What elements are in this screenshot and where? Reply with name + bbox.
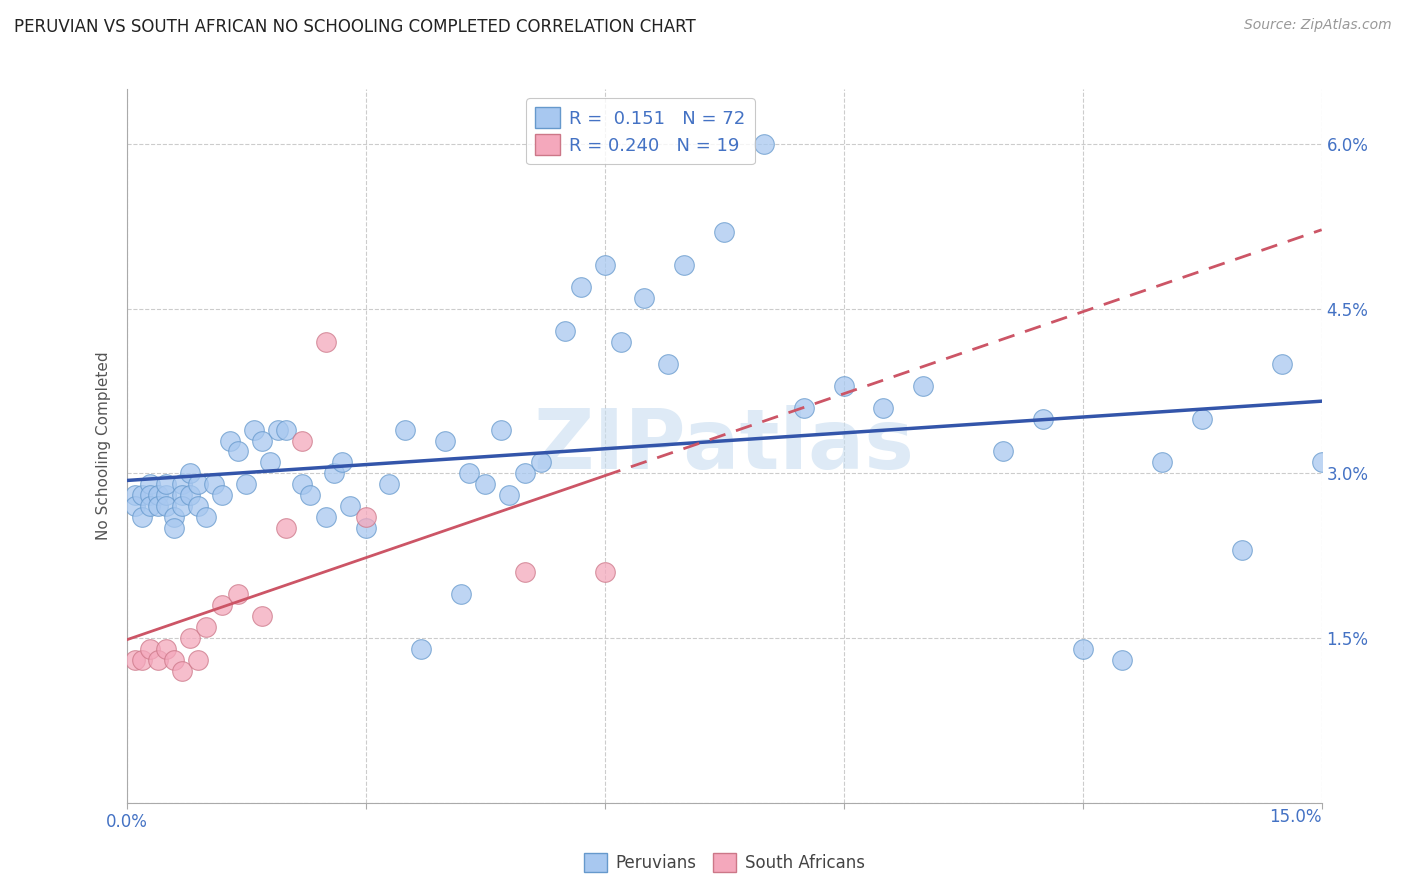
Point — [219, 434, 242, 448]
Point — [569, 280, 592, 294]
Point — [155, 642, 177, 657]
Point — [267, 423, 290, 437]
Point — [139, 642, 162, 657]
Point — [315, 334, 337, 349]
Text: PERUVIAN VS SOUTH AFRICAN NO SCHOOLING COMPLETED CORRELATION CHART: PERUVIAN VS SOUTH AFRICAN NO SCHOOLING C… — [14, 18, 696, 36]
Point — [322, 467, 344, 481]
Point — [991, 444, 1014, 458]
Point — [259, 455, 281, 469]
Point — [330, 455, 353, 469]
Point — [187, 500, 209, 514]
Point — [139, 477, 162, 491]
Point — [912, 378, 935, 392]
Point — [1032, 411, 1054, 425]
Point — [513, 566, 536, 580]
Point — [163, 653, 186, 667]
Point — [872, 401, 894, 415]
Point — [489, 423, 512, 437]
Point — [163, 521, 186, 535]
Point — [235, 477, 257, 491]
Point — [195, 510, 218, 524]
Point — [593, 258, 616, 272]
Point — [131, 510, 153, 524]
Point — [793, 401, 815, 415]
Point — [211, 598, 233, 612]
Point — [752, 137, 775, 152]
Point — [633, 291, 655, 305]
Point — [593, 566, 616, 580]
Point — [673, 258, 696, 272]
Point — [450, 587, 472, 601]
Point — [226, 444, 249, 458]
Point — [291, 477, 314, 491]
Text: 15.0%: 15.0% — [1270, 808, 1322, 826]
Point — [155, 500, 177, 514]
Point — [411, 642, 433, 657]
Point — [1230, 543, 1253, 558]
Point — [339, 500, 361, 514]
Point — [124, 500, 146, 514]
Point — [187, 477, 209, 491]
Point — [148, 653, 170, 667]
Point — [172, 500, 194, 514]
Point — [172, 664, 194, 678]
Point — [378, 477, 401, 491]
Point — [291, 434, 314, 448]
Point — [1152, 455, 1174, 469]
Point — [713, 225, 735, 239]
Point — [1191, 411, 1213, 425]
Point — [1111, 653, 1133, 667]
Point — [172, 488, 194, 502]
Point — [832, 378, 855, 392]
Point — [250, 434, 273, 448]
Point — [274, 521, 297, 535]
Point — [513, 467, 536, 481]
Point — [298, 488, 321, 502]
Point — [1071, 642, 1094, 657]
Point — [179, 488, 201, 502]
Point — [124, 653, 146, 667]
Point — [250, 609, 273, 624]
Point — [195, 620, 218, 634]
Point — [131, 653, 153, 667]
Point — [354, 521, 377, 535]
Point — [179, 631, 201, 645]
Point — [187, 653, 209, 667]
Point — [657, 357, 679, 371]
Y-axis label: No Schooling Completed: No Schooling Completed — [96, 351, 111, 541]
Text: ZIPatlas: ZIPatlas — [534, 406, 914, 486]
Point — [139, 500, 162, 514]
Point — [1310, 455, 1333, 469]
Point — [155, 488, 177, 502]
Point — [274, 423, 297, 437]
Point — [148, 488, 170, 502]
Point — [226, 587, 249, 601]
Point — [124, 488, 146, 502]
Point — [131, 488, 153, 502]
Point — [554, 324, 576, 338]
Point — [172, 477, 194, 491]
Point — [474, 477, 496, 491]
Point — [1271, 357, 1294, 371]
Point — [458, 467, 481, 481]
Point — [530, 455, 553, 469]
Point — [139, 488, 162, 502]
Point — [155, 477, 177, 491]
Text: Source: ZipAtlas.com: Source: ZipAtlas.com — [1244, 18, 1392, 32]
Point — [354, 510, 377, 524]
Point — [211, 488, 233, 502]
Point — [434, 434, 457, 448]
Point — [179, 467, 201, 481]
Point — [498, 488, 520, 502]
Point — [609, 334, 631, 349]
Point — [315, 510, 337, 524]
Point — [163, 510, 186, 524]
Legend: Peruvians, South Africans: Peruvians, South Africans — [575, 844, 873, 880]
Point — [394, 423, 416, 437]
Point — [148, 500, 170, 514]
Point — [243, 423, 266, 437]
Point — [202, 477, 225, 491]
